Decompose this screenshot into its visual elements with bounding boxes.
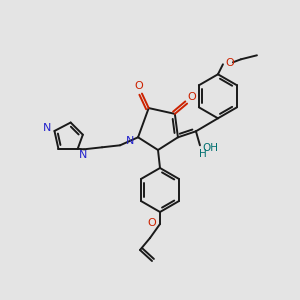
Text: O: O [188,92,197,102]
Text: H: H [199,149,207,159]
Text: N: N [79,150,87,160]
Text: O: O [226,58,234,68]
Text: O: O [148,218,156,228]
Text: N: N [126,136,134,146]
Text: N: N [43,123,52,133]
Text: O: O [135,81,143,91]
Text: OH: OH [202,143,218,153]
